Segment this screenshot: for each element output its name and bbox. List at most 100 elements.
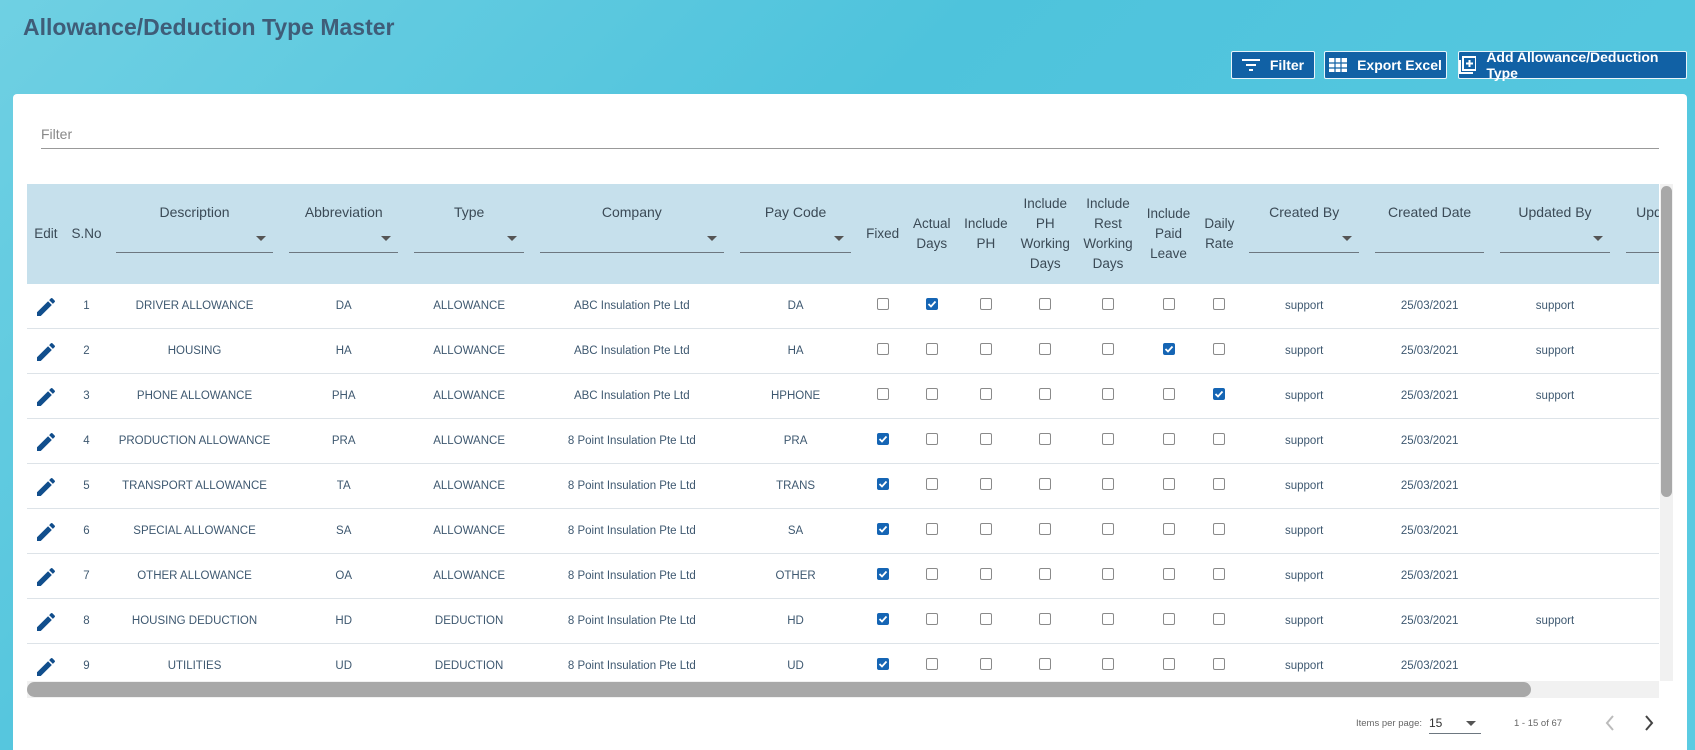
cell-type: ALLOWANCE — [406, 345, 531, 357]
checkbox[interactable] — [1213, 568, 1225, 580]
header-filter-arrow[interactable] — [1342, 236, 1352, 241]
checkbox[interactable] — [926, 388, 938, 400]
edit-icon[interactable] — [34, 520, 58, 544]
cell-created-date: 25/03/2021 — [1367, 615, 1491, 627]
checkbox[interactable] — [1039, 298, 1051, 310]
header-filter-arrow[interactable] — [834, 236, 844, 241]
checkbox[interactable] — [1102, 568, 1114, 580]
checkbox[interactable] — [1213, 523, 1225, 535]
header-filter-arrow[interactable] — [707, 236, 717, 241]
checkbox[interactable] — [980, 298, 992, 310]
checkbox[interactable] — [1102, 433, 1114, 445]
checkbox[interactable] — [926, 433, 938, 445]
checkbox[interactable] — [1163, 433, 1175, 445]
add-button[interactable]: Add Allowance/Deduction Type — [1458, 51, 1687, 79]
v-scroll-thumb[interactable] — [1661, 186, 1672, 497]
cell-updated-by: support — [1492, 345, 1618, 357]
checkbox[interactable] — [1163, 343, 1175, 355]
checkbox[interactable] — [1213, 658, 1225, 670]
checkbox[interactable] — [980, 388, 992, 400]
items-per-page-select[interactable]: 15 — [1429, 716, 1442, 730]
filter-button[interactable]: Filter — [1231, 51, 1315, 79]
checkbox[interactable] — [1102, 658, 1114, 670]
checkbox[interactable] — [1102, 613, 1114, 625]
checkbox[interactable] — [1163, 658, 1175, 670]
checkbox[interactable] — [926, 523, 938, 535]
checkbox[interactable] — [1039, 433, 1051, 445]
checkbox[interactable] — [980, 523, 992, 535]
edit-icon[interactable] — [34, 430, 58, 454]
checkbox[interactable] — [1039, 343, 1051, 355]
checkbox[interactable] — [877, 568, 889, 580]
check — [1164, 344, 1174, 354]
checkbox[interactable] — [877, 343, 889, 355]
h-scroll-thumb[interactable] — [27, 682, 1531, 697]
checkbox[interactable] — [980, 568, 992, 580]
checkbox[interactable] — [980, 478, 992, 490]
checkbox[interactable] — [1039, 613, 1051, 625]
checkbox[interactable] — [980, 658, 992, 670]
checkbox[interactable] — [877, 478, 889, 490]
checkbox[interactable] — [980, 343, 992, 355]
checkbox[interactable] — [926, 613, 938, 625]
cell-created-date: 25/03/2021 — [1367, 300, 1491, 312]
checkbox[interactable] — [1163, 388, 1175, 400]
checkbox[interactable] — [877, 298, 889, 310]
cell-description: OTHER ALLOWANCE — [108, 570, 281, 582]
checkbox[interactable] — [926, 658, 938, 670]
checkbox[interactable] — [1163, 613, 1175, 625]
checkbox[interactable] — [877, 658, 889, 670]
checkbox[interactable] — [877, 433, 889, 445]
edit-icon[interactable] — [34, 655, 58, 679]
checkbox[interactable] — [1102, 523, 1114, 535]
checkbox[interactable] — [926, 298, 938, 310]
checkbox[interactable] — [1102, 478, 1114, 490]
checkbox[interactable] — [1039, 388, 1051, 400]
checkbox[interactable] — [1039, 523, 1051, 535]
checkbox[interactable] — [877, 388, 889, 400]
cell-abbreviation: UD — [281, 660, 406, 672]
checkbox[interactable] — [1213, 388, 1225, 400]
checkbox[interactable] — [1039, 658, 1051, 670]
edit-icon[interactable] — [34, 340, 58, 364]
cell-created-by: support — [1241, 570, 1367, 582]
checkbox[interactable] — [1213, 343, 1225, 355]
edit-icon[interactable] — [34, 610, 58, 634]
edit-icon[interactable] — [34, 565, 58, 589]
checkbox[interactable] — [1163, 478, 1175, 490]
checkbox[interactable] — [1213, 613, 1225, 625]
header-filter-arrow[interactable] — [507, 236, 517, 241]
checkbox[interactable] — [980, 613, 992, 625]
checkbox[interactable] — [1213, 433, 1225, 445]
checkbox[interactable] — [926, 343, 938, 355]
checkbox[interactable] — [926, 478, 938, 490]
checkbox[interactable] — [1163, 298, 1175, 310]
checkbox[interactable] — [1163, 523, 1175, 535]
edit-icon[interactable] — [34, 475, 58, 499]
checkbox[interactable] — [980, 433, 992, 445]
checkbox[interactable] — [1163, 568, 1175, 580]
checkbox[interactable] — [1213, 298, 1225, 310]
checkbox[interactable] — [926, 568, 938, 580]
checkbox[interactable] — [877, 523, 889, 535]
header-filter-arrow[interactable] — [381, 236, 391, 241]
next-page[interactable] — [1641, 713, 1657, 733]
export-button[interactable]: Export Excel — [1324, 51, 1447, 79]
cell-sno: 8 — [65, 615, 108, 627]
column-header: Pay Code — [732, 202, 860, 222]
cell-created-date: 25/03/2021 — [1367, 480, 1491, 492]
header-filter-arrow[interactable] — [1593, 236, 1603, 241]
checkbox[interactable] — [1102, 388, 1114, 400]
checkbox[interactable] — [1213, 478, 1225, 490]
checkbox[interactable] — [1039, 568, 1051, 580]
checkbox[interactable] — [1102, 343, 1114, 355]
checkbox[interactable] — [1039, 478, 1051, 490]
checkbox[interactable] — [1102, 298, 1114, 310]
header-filter-arrow[interactable] — [256, 236, 266, 241]
prev-page[interactable] — [1602, 713, 1618, 733]
checkbox[interactable] — [877, 613, 889, 625]
edit-icon[interactable] — [34, 385, 58, 409]
filter-input[interactable]: Filter — [41, 126, 72, 142]
edit-icon[interactable] — [34, 295, 58, 319]
cell-abbreviation: TA — [281, 480, 406, 492]
